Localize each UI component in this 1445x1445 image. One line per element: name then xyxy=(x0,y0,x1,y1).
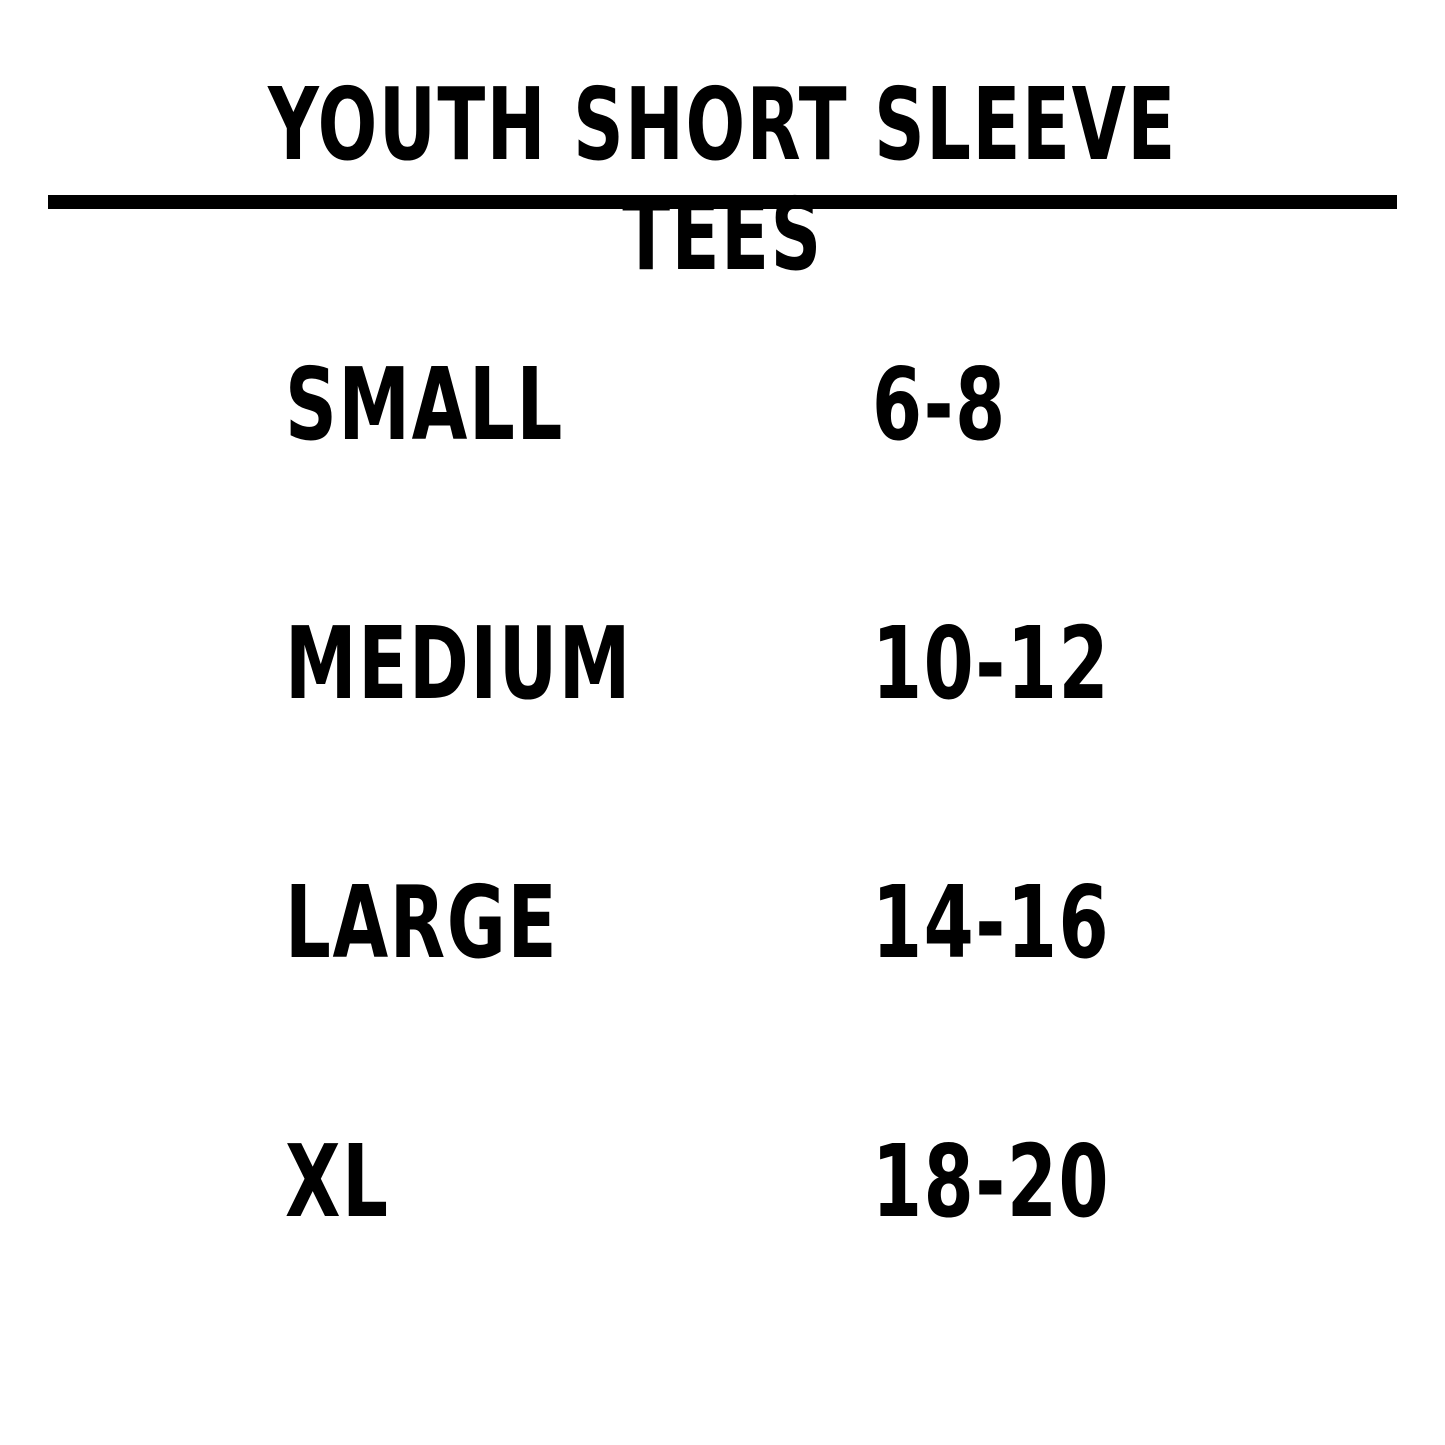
age-range: 10-12 xyxy=(872,605,1111,722)
size-label: LARGE xyxy=(285,864,559,981)
size-label: MEDIUM xyxy=(285,605,633,722)
size-label: SMALL xyxy=(285,346,564,463)
size-label: XL xyxy=(285,1123,390,1240)
title: YOUTH SHORT SLEEVE TEES xyxy=(268,66,1177,293)
divider xyxy=(48,195,1397,209)
age-range: 6-8 xyxy=(872,346,1007,463)
age-range: 14-16 xyxy=(872,864,1111,981)
age-range: 18-20 xyxy=(872,1123,1111,1240)
